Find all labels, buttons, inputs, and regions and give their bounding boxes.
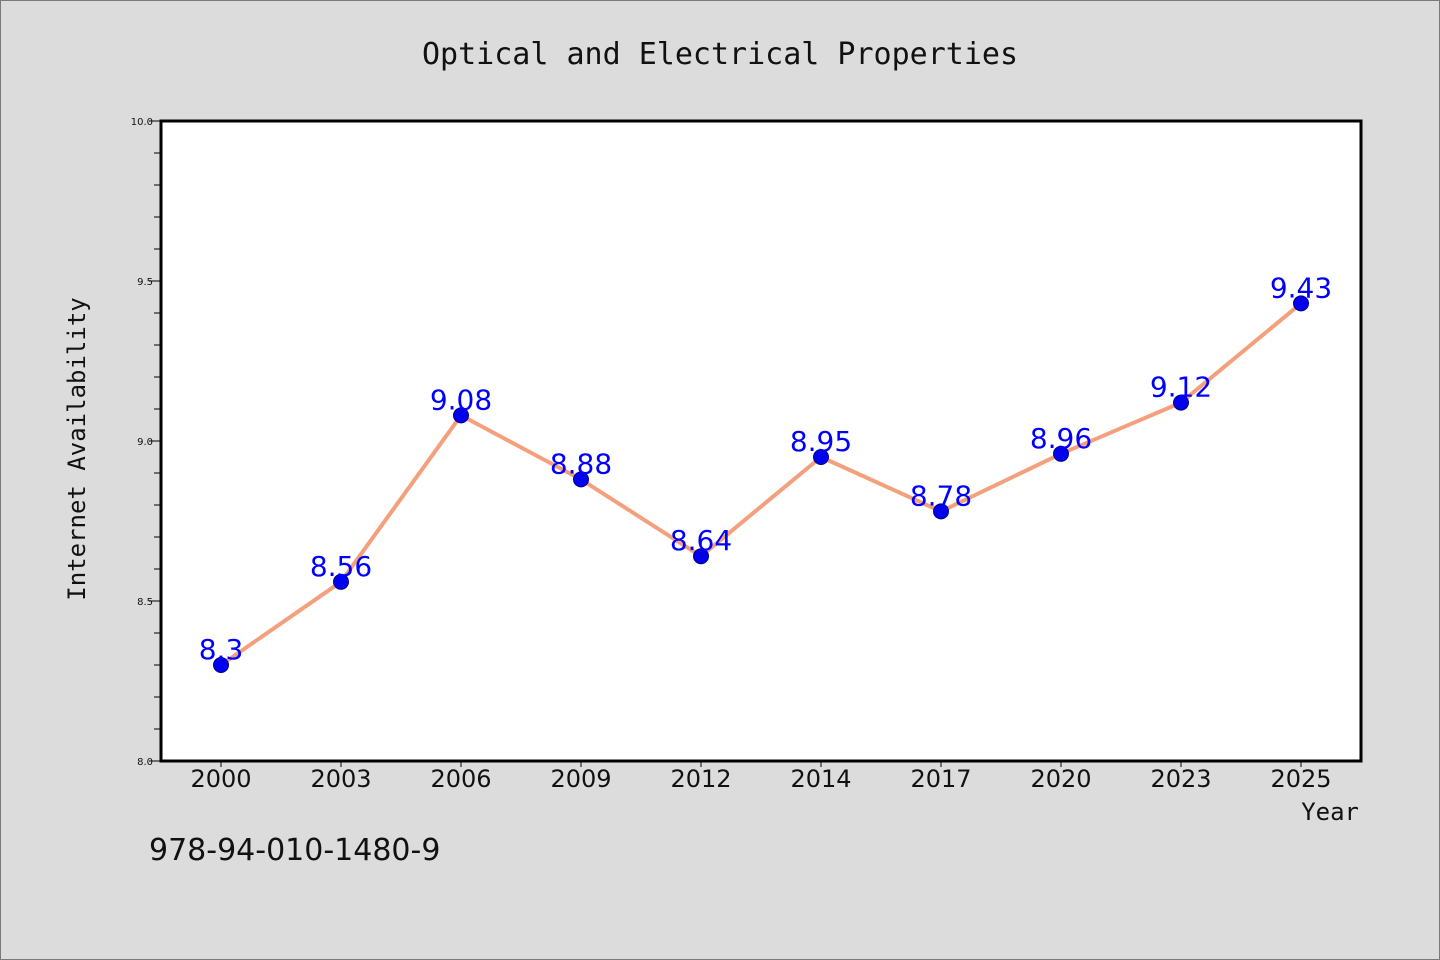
data-point-marker: [453, 407, 469, 424]
x-tick-label: 2000: [190, 765, 251, 793]
data-point-label: 9.08: [430, 383, 492, 416]
series-markers: [213, 295, 1309, 673]
x-tick-label: 2025: [1270, 765, 1331, 793]
plot-frame: [159, 119, 1363, 763]
data-point-marker: [693, 548, 709, 565]
x-axis-ticks: 2000 2003 2006 2009 2012 2014 2017 2020 2023 2025: [190, 761, 1332, 793]
data-point-label: 9.43: [1270, 271, 1332, 304]
data-point-marker: [1293, 295, 1309, 312]
x-tick-label: 2014: [790, 765, 851, 793]
x-tick-label: 2020: [1030, 765, 1091, 793]
x-tick-label: 2009: [550, 765, 611, 793]
y-tick-label: 10.0: [131, 117, 153, 128]
y-tick-label: 8.0: [137, 757, 153, 768]
x-tick-label: 2003: [310, 765, 371, 793]
data-point-label: 8.88: [550, 447, 612, 480]
data-point-label: 8.64: [670, 524, 732, 557]
data-point-marker: [813, 449, 829, 465]
y-tick-label: 8.5: [137, 597, 153, 608]
x-axis-label: Year: [1301, 798, 1359, 826]
footnote-isbn: 978-94-010-1480-9: [149, 833, 441, 868]
data-point-marker: [213, 657, 229, 673]
series-line: [219, 301, 1303, 667]
x-tick-label: 2006: [430, 765, 491, 793]
data-point-marker: [1173, 394, 1189, 411]
data-point-marker: [573, 471, 589, 488]
data-point-label: 8.96: [1030, 422, 1092, 455]
y-axis-ticks: 8.0 8.5 9.0 9.5 10.0: [131, 117, 161, 768]
data-point-marker: [933, 503, 949, 520]
x-tick-label: 2012: [670, 765, 731, 793]
data-point-label: 8.78: [910, 479, 972, 512]
x-tick-label: 2017: [910, 765, 971, 793]
y-tick-label: 9.0: [137, 437, 153, 448]
data-point-marker: [1053, 445, 1069, 462]
data-labels: 8.3 8.56 9.08 8.88 8.64 8.95 8.78 8.96 9.12 9.43: [199, 271, 1332, 666]
data-point-label: 8.56: [310, 550, 372, 583]
data-point-label: 8.95: [790, 425, 852, 458]
data-point-label: 8.3: [199, 633, 244, 666]
y-tick-label: 9.5: [137, 277, 153, 288]
data-point-marker: [333, 573, 349, 590]
plot-area: [161, 121, 1361, 761]
x-tick-label: 2023: [1150, 765, 1211, 793]
chart-title: Optical and Electrical Properties: [422, 37, 1018, 72]
y-axis-label: Internet Availability: [63, 297, 91, 600]
series-line-group: [219, 301, 1303, 667]
data-point-label: 9.12: [1150, 371, 1212, 404]
